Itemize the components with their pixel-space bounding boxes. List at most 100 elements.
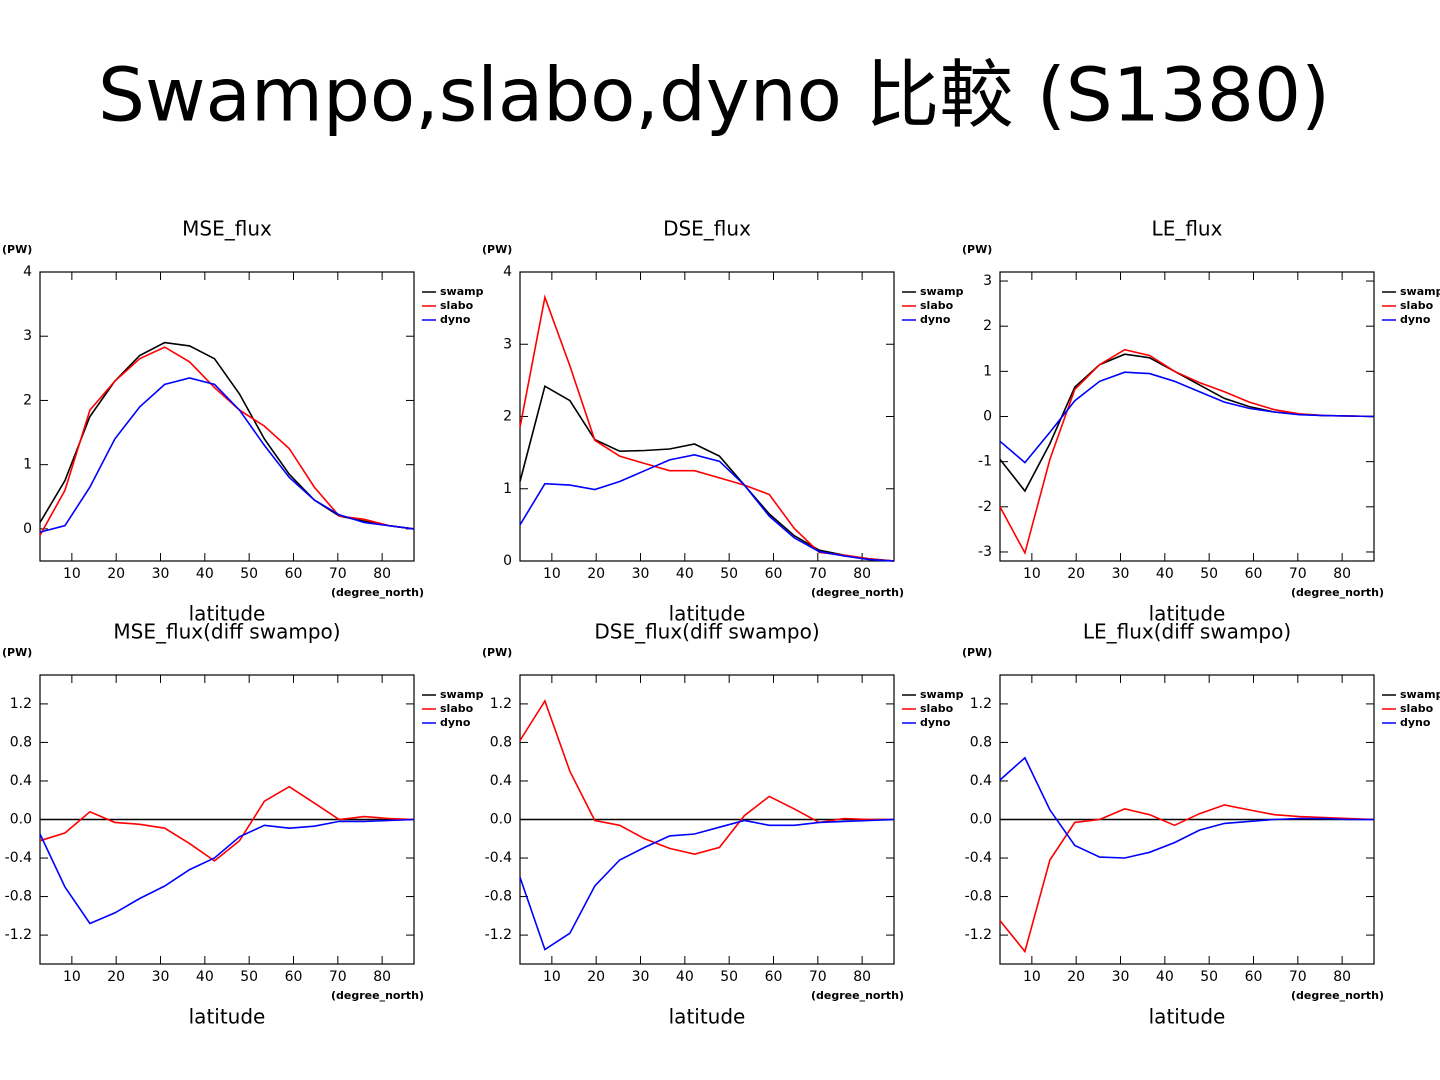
x-tick-label: 40 [196,969,214,985]
x-tick-label: 30 [1112,969,1130,985]
y-tick-label: -0.4 [5,850,32,866]
y-tick-label: 0.8 [970,734,992,750]
x-tick-label: 70 [329,566,347,582]
chart-title: DSE_flux(diff swampo) [594,620,819,644]
y-tick-label: 0 [983,409,992,425]
slide-title: Swampo,slabo,dyno 比較 (S1380) [98,53,1330,139]
x-tick-label: 10 [1023,969,1041,985]
x-tick-label: 60 [285,969,303,985]
chart-title: MSE_flux [182,217,272,241]
data-line [39,341,415,530]
x-tick-label: 50 [720,969,738,985]
y-tick-label: -0.4 [485,850,512,866]
x-tick-label: 30 [152,566,170,582]
y-tick-label: 1 [983,363,992,379]
y-unit: (PW) [2,646,32,659]
legend-label: slabo [1400,299,1434,312]
y-tick-label: 0 [503,553,512,569]
y-tick-label: 3 [23,328,32,344]
y-tick-label: 2 [503,409,512,425]
legend-label: dyno [440,313,471,326]
legend-label: swamp [440,688,484,701]
legend-label: slabo [920,299,954,312]
x-tick-label: 80 [853,969,871,985]
y-tick-label: 0.0 [490,812,512,828]
legend-label: dyno [1400,716,1431,729]
y-unit: (PW) [962,243,992,256]
x-label: latitude [189,602,266,626]
x-unit: (degree_north) [331,586,424,599]
y-tick-label: 0.4 [970,773,992,789]
y-tick-label: -2 [978,499,992,515]
x-tick-label: 80 [1333,566,1351,582]
x-tick-label: 60 [765,969,783,985]
y-tick-label: 1.2 [970,696,992,712]
x-label: latitude [669,1005,746,1029]
y-unit: (PW) [482,243,512,256]
chart-title: LE_flux [1152,217,1223,241]
y-tick-label: 3 [503,336,512,352]
x-tick-label: 30 [152,969,170,985]
data-line [519,818,895,951]
y-tick-label: 4 [23,264,32,280]
data-line [999,804,1375,954]
data-line [999,348,1375,556]
chart-title: LE_flux(diff swampo) [1083,620,1291,644]
x-tick-label: 50 [720,566,738,582]
x-tick-label: 10 [63,566,81,582]
y-tick-label: 0.8 [490,734,512,750]
legend-label: slabo [1400,702,1434,715]
legend-label: swamp [920,285,964,298]
y-tick-label: -0.8 [965,889,992,905]
x-tick-label: 60 [765,566,783,582]
x-tick-label: 40 [1156,566,1174,582]
y-unit: (PW) [962,646,992,659]
y-tick-label: -3 [978,544,992,560]
x-unit: (degree_north) [811,586,904,599]
y-tick-label: -0.8 [485,889,512,905]
data-line [519,294,895,562]
data-line [519,699,894,856]
x-tick-label: 70 [809,566,827,582]
y-tick-label: 0.4 [10,773,32,789]
y-tick-label: 0.0 [10,812,32,828]
x-tick-label: 30 [632,566,650,582]
plot-frame [39,271,415,562]
plot-frame [999,271,1375,562]
x-tick-label: 20 [1067,566,1085,582]
y-tick-label: 2 [23,392,32,408]
legend-label: swamp [920,688,964,701]
y-tick-label: 0 [23,521,32,537]
legend-label: swamp [1400,285,1440,298]
x-tick-label: 20 [1067,969,1085,985]
y-tick-label: -1.2 [485,927,512,943]
y-unit: (PW) [482,646,512,659]
y-tick-label: 3 [983,273,992,289]
data-line [519,453,895,562]
x-unit: (degree_north) [331,989,424,1002]
x-tick-label: 60 [285,566,303,582]
x-tick-label: 70 [329,969,347,985]
legend-label: dyno [920,313,951,326]
x-tick-label: 70 [809,969,827,985]
x-unit: (degree_north) [811,989,904,1002]
y-tick-label: 1.2 [490,696,512,712]
data-line [39,818,415,925]
x-tick-label: 80 [1333,969,1351,985]
chart-title: MSE_flux(diff swampo) [113,620,340,644]
x-tick-label: 40 [676,566,694,582]
y-tick-label: 2 [983,318,992,334]
data-line [999,756,1374,859]
x-tick-label: 10 [63,969,81,985]
x-tick-label: 50 [240,566,258,582]
data-line [519,384,895,562]
legend-label: slabo [440,702,474,715]
x-tick-label: 80 [373,566,391,582]
y-tick-label: 1.2 [10,696,32,712]
y-tick-label: 4 [503,264,512,280]
x-tick-label: 20 [587,566,605,582]
plot-frame [519,271,895,562]
x-tick-label: 10 [543,969,561,985]
x-tick-label: 50 [1200,566,1218,582]
